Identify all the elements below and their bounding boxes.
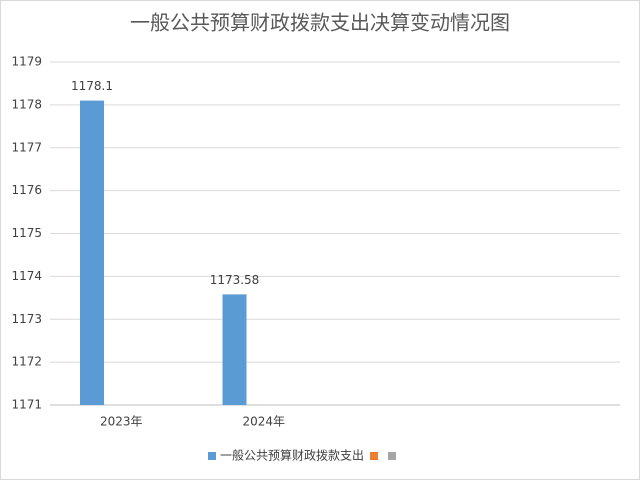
legend-swatch (208, 452, 216, 460)
y-tick-label: 1176 (11, 183, 42, 197)
x-tick-label: 2024年 (242, 415, 285, 429)
legend-swatch (370, 452, 379, 460)
legend-label: 一般公共预算财政拨款支出 (220, 448, 364, 463)
y-tick-label: 1171 (11, 398, 42, 412)
y-tick-label: 1172 (11, 355, 42, 369)
y-tick-label: 1177 (11, 140, 42, 154)
x-tick-label: 2023年 (100, 415, 143, 429)
y-tick-label: 1179 (11, 55, 42, 69)
legend-swatch (388, 452, 397, 460)
bar (222, 294, 247, 405)
data-label: 1178.1 (71, 79, 113, 93)
chart-title: 一般公共预算财政拨款支出决算变动情况图 (130, 11, 510, 35)
data-label: 1173.58 (210, 273, 260, 287)
bar (80, 100, 104, 406)
y-tick-label: 1173 (11, 312, 42, 326)
y-tick-label: 1175 (11, 226, 42, 240)
y-tick-label: 1174 (11, 269, 42, 283)
y-tick-label: 1178 (11, 97, 42, 111)
